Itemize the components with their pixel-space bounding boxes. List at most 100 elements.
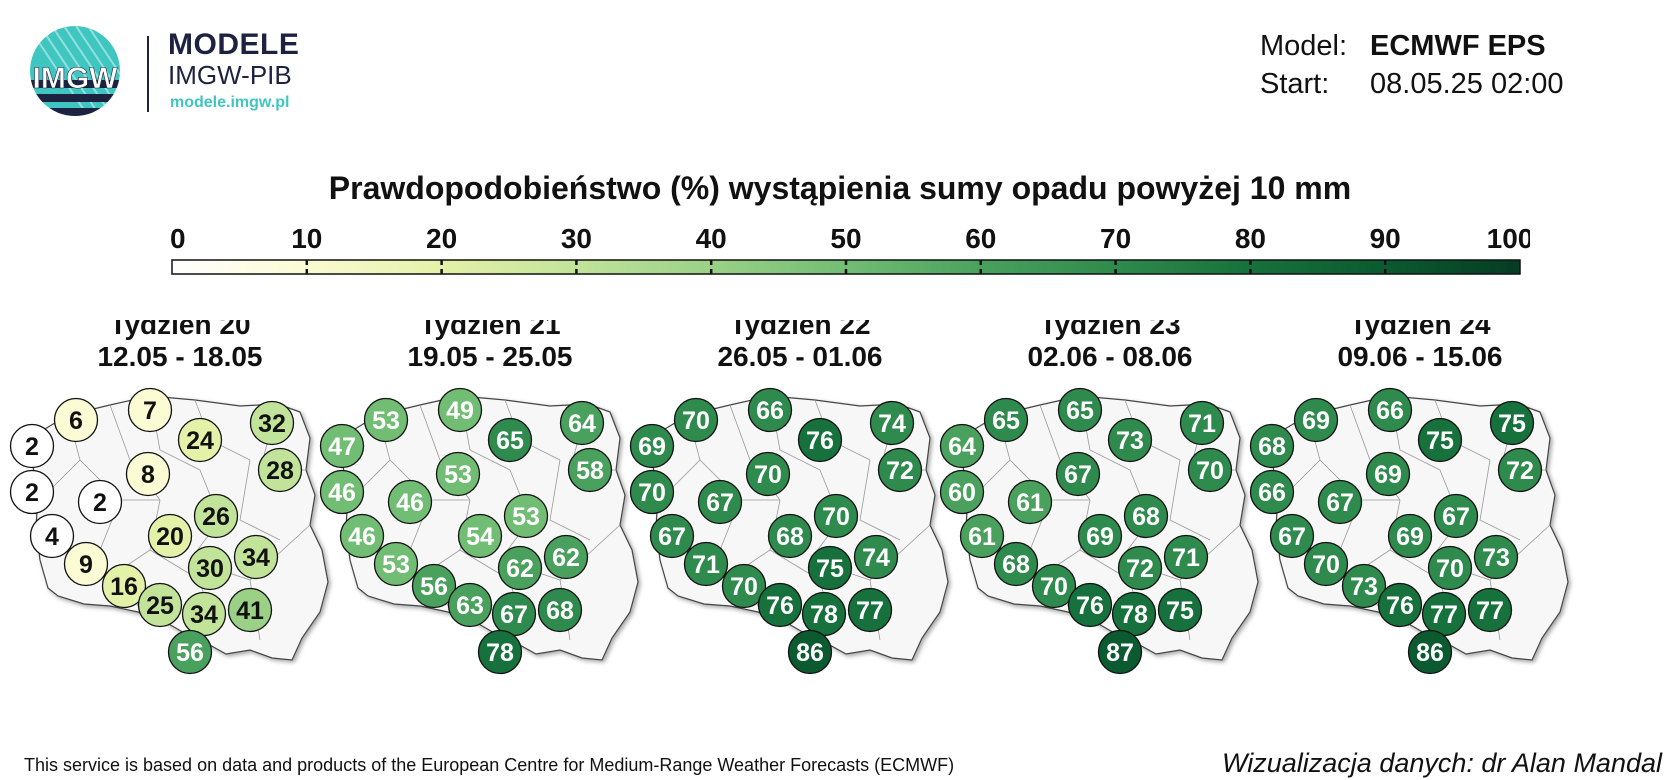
- probability-value: 73: [1482, 544, 1510, 572]
- probability-circle: [1317, 479, 1363, 525]
- probability-circle: [797, 417, 843, 463]
- probability-value: 24: [186, 427, 214, 455]
- brand-title: MODELE: [168, 28, 300, 61]
- probability-value: 67: [1278, 523, 1306, 551]
- probability-value: 78: [486, 639, 514, 667]
- probability-circle: [457, 513, 503, 559]
- probability-circle: [29, 513, 75, 559]
- probability-value: 87: [1106, 639, 1134, 667]
- probability-circle: [1407, 629, 1453, 675]
- probability-circle: [1179, 400, 1225, 446]
- probability-value: 56: [176, 639, 204, 667]
- probability-circle: [1341, 563, 1387, 609]
- probability-circle: [1057, 387, 1103, 433]
- probability-circle: [1055, 451, 1101, 497]
- probability-circle: [1377, 582, 1423, 628]
- probability-value: 69: [1374, 461, 1402, 489]
- probability-value: 67: [1442, 503, 1470, 531]
- probability-value: 62: [506, 555, 534, 583]
- probability-value: 78: [810, 601, 838, 629]
- probability-circle: [1473, 534, 1519, 580]
- probability-circle: [1123, 493, 1169, 539]
- probability-value: 70: [1196, 457, 1224, 485]
- probability-value: 9: [79, 551, 93, 579]
- probability-circle: [1097, 629, 1143, 675]
- probability-circle: [1293, 397, 1339, 443]
- probability-circle: [1269, 513, 1315, 559]
- probability-value: 61: [1016, 489, 1044, 517]
- model-label: Model:: [1260, 30, 1348, 62]
- probability-value: 70: [1312, 551, 1340, 579]
- probability-circle: [1489, 400, 1535, 446]
- brand-separator: [147, 36, 149, 112]
- credit-note: Wizualizacja danych: dr Alan Mandal: [1222, 748, 1662, 778]
- probability-value: 75: [1166, 597, 1194, 625]
- probability-value: 69: [1302, 407, 1330, 435]
- probability-circle: [227, 587, 273, 633]
- brand-url[interactable]: modele.imgw.pl: [170, 94, 290, 111]
- probability-circle: [1107, 417, 1153, 463]
- probability-circle: [101, 563, 147, 609]
- probability-value: 75: [1498, 410, 1526, 438]
- probability-circle: [1427, 545, 1473, 591]
- probability-value: 75: [1426, 427, 1454, 455]
- probability-circle: [959, 513, 1005, 559]
- probability-value: 76: [1386, 592, 1414, 620]
- probability-circle: [411, 563, 457, 609]
- probability-circle: [319, 423, 365, 469]
- scale-tick-label: 80: [1235, 223, 1266, 254]
- week-label: Tydzień 23: [1039, 320, 1180, 340]
- probability-value: 67: [706, 489, 734, 517]
- probability-value: 6: [69, 407, 83, 435]
- probability-circle: [807, 545, 853, 591]
- probability-circle: [1077, 513, 1123, 559]
- probability-circle: [721, 563, 767, 609]
- probability-value: 70: [822, 503, 850, 531]
- probability-value: 73: [1116, 427, 1144, 455]
- probability-circle: [233, 534, 279, 580]
- probability-value: 67: [1064, 461, 1092, 489]
- probability-value: 76: [766, 592, 794, 620]
- probability-circle: [559, 400, 605, 446]
- probability-circle: [503, 493, 549, 539]
- probability-circle: [1303, 541, 1349, 587]
- brand-subtitle: IMGW-PIB: [168, 60, 292, 90]
- probability-value: 2: [25, 479, 39, 507]
- week-dates: 19.05 - 25.05: [407, 341, 572, 372]
- probability-circle: [1367, 387, 1413, 433]
- map-title: Prawdopodobieństwo (%) wystąpienia sumy …: [328, 170, 1352, 206]
- probability-circle: [1031, 563, 1077, 609]
- probability-circle: [177, 417, 223, 463]
- probability-circle: [1157, 587, 1203, 633]
- color-scale: 0 10 20 30 40 50 60 70 80 90 100: [170, 223, 1530, 275]
- probability-value: 76: [806, 427, 834, 455]
- probability-value: 70: [1436, 555, 1464, 583]
- probability-circle: [745, 451, 791, 497]
- probability-circle: [1163, 534, 1209, 580]
- scale-tick-label: 30: [561, 223, 592, 254]
- week-dates: 26.05 - 01.06: [717, 341, 882, 372]
- probability-circle: [1249, 469, 1295, 515]
- probability-circle: [1417, 417, 1463, 463]
- probability-circle: [853, 534, 899, 580]
- probability-circle: [877, 447, 923, 493]
- probability-value: 77: [1430, 601, 1458, 629]
- probability-value: 69: [1396, 523, 1424, 551]
- scale-tick-label: 70: [1100, 223, 1131, 254]
- probability-value: 63: [456, 592, 484, 620]
- probability-circle: [373, 541, 419, 587]
- start-value: 08.05.25 02:00: [1370, 68, 1564, 100]
- probability-value: 77: [856, 597, 884, 625]
- probability-circle: [629, 469, 675, 515]
- start-label: Start:: [1260, 68, 1330, 100]
- scale-tick-label: 100: [1487, 223, 1530, 254]
- probability-value: 64: [568, 410, 596, 438]
- probability-value: 75: [816, 555, 844, 583]
- probability-value: 34: [190, 601, 218, 629]
- probability-value: 30: [196, 555, 224, 583]
- source-note: This service is based on data and produc…: [24, 755, 955, 775]
